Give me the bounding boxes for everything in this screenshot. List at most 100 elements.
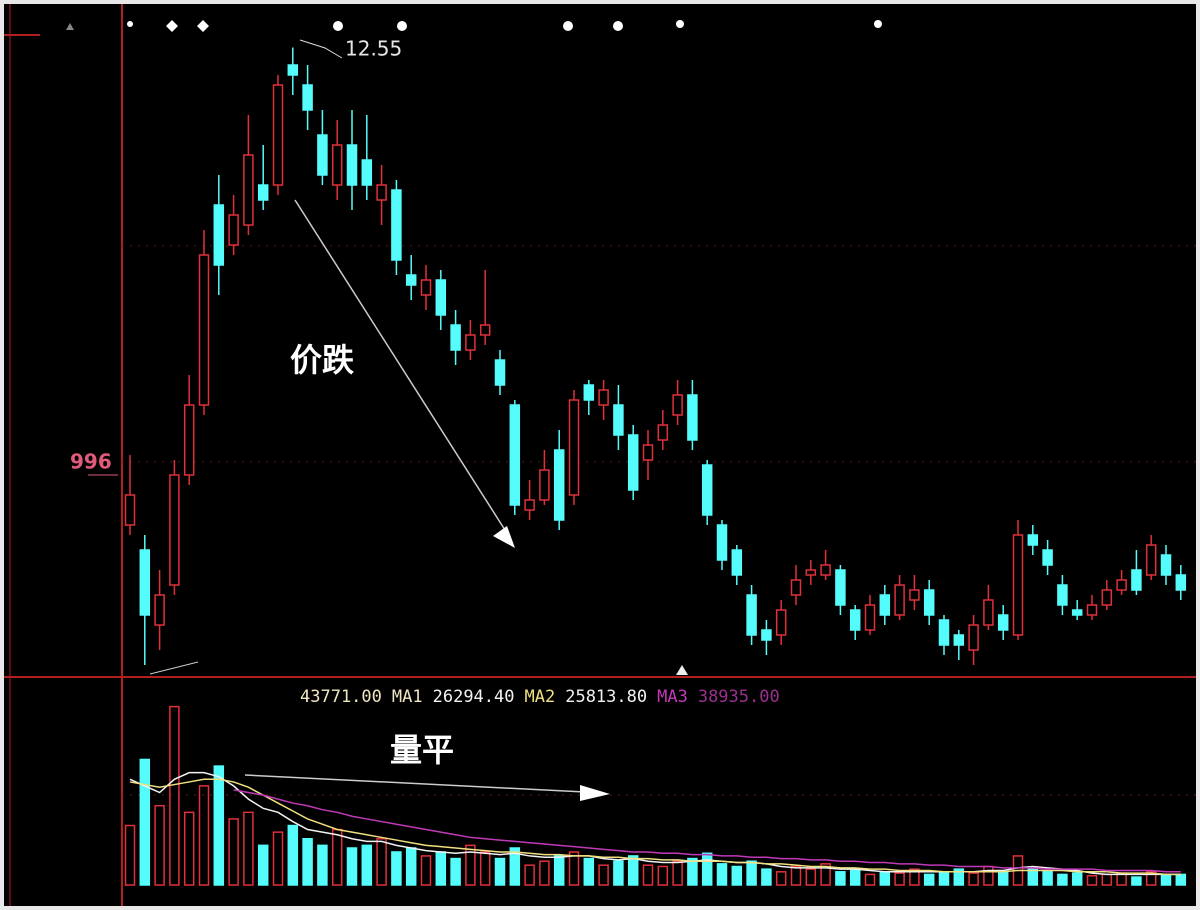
candle-body bbox=[257, 184, 269, 201]
volume-bar bbox=[953, 868, 965, 886]
price-label: 996 bbox=[70, 450, 112, 474]
volume-bar bbox=[746, 860, 757, 886]
candle-body bbox=[361, 159, 373, 186]
annotation: 价跌 bbox=[290, 341, 354, 379]
candle-body bbox=[879, 594, 891, 616]
candle-body bbox=[376, 184, 387, 201]
volume-bar bbox=[775, 871, 787, 886]
candle-body bbox=[228, 214, 239, 246]
candle-body bbox=[583, 384, 595, 401]
candle-body bbox=[731, 549, 743, 576]
candle-body bbox=[494, 359, 506, 386]
candle-body bbox=[198, 254, 210, 406]
volume-bar bbox=[213, 765, 225, 886]
volume-bar bbox=[479, 851, 491, 886]
candle-body bbox=[1086, 604, 1098, 616]
volume-bar bbox=[627, 855, 639, 886]
readout-item: MA3 bbox=[657, 687, 688, 707]
candle-body bbox=[687, 394, 698, 441]
candle-body bbox=[835, 569, 846, 606]
volume-bar bbox=[1071, 872, 1083, 886]
high-leader bbox=[299, 39, 343, 59]
event-markers bbox=[66, 20, 882, 32]
volume-bar bbox=[272, 831, 284, 886]
volume-bar bbox=[731, 865, 743, 886]
volume-bar bbox=[923, 873, 935, 886]
volume-bar bbox=[405, 847, 417, 886]
volume-bar bbox=[302, 838, 313, 886]
candle-body bbox=[317, 134, 328, 176]
candle-body bbox=[820, 564, 831, 576]
candle-body bbox=[1027, 534, 1039, 546]
volume-bar bbox=[879, 871, 891, 886]
candle-body bbox=[479, 324, 491, 336]
volume-bar bbox=[287, 824, 299, 886]
candle-body bbox=[672, 394, 683, 416]
candle-body bbox=[391, 189, 402, 261]
volume-bar bbox=[938, 871, 950, 886]
volume-bar bbox=[687, 857, 698, 886]
volume-bar bbox=[701, 852, 713, 886]
volume-bar bbox=[509, 847, 521, 886]
volume-bar bbox=[243, 811, 254, 886]
candle-body bbox=[435, 279, 447, 316]
candle-body bbox=[953, 634, 965, 646]
candle-body bbox=[983, 599, 994, 626]
marker bbox=[676, 665, 688, 675]
volume-bar bbox=[1160, 875, 1172, 886]
volume-ma-lines bbox=[129, 771, 1181, 876]
volume-bar bbox=[598, 864, 609, 886]
candle-body bbox=[894, 584, 905, 616]
readout-item: 26294.40 bbox=[433, 687, 515, 707]
candle-body bbox=[746, 594, 757, 636]
candle-body bbox=[346, 144, 358, 186]
volume-bar bbox=[391, 851, 402, 886]
volume-bar bbox=[139, 758, 151, 886]
volume-bar bbox=[997, 871, 1009, 886]
candle-body bbox=[524, 499, 535, 511]
volume-bar bbox=[450, 857, 461, 886]
high-label: 12.55 bbox=[345, 37, 402, 61]
candle-body bbox=[1057, 584, 1068, 606]
volume-bar bbox=[849, 868, 861, 886]
volume-bar bbox=[539, 860, 550, 886]
volume-bar bbox=[1057, 873, 1068, 886]
candle-body bbox=[509, 404, 521, 506]
candle-body bbox=[169, 474, 180, 586]
candle-body bbox=[805, 569, 817, 576]
candle-body bbox=[1131, 569, 1142, 591]
candle-body bbox=[716, 524, 728, 561]
candle-body bbox=[287, 64, 299, 76]
candle-body bbox=[968, 624, 979, 651]
candle-body bbox=[302, 84, 313, 111]
volume-bar bbox=[420, 855, 432, 886]
volume-bar bbox=[317, 844, 328, 886]
readout-item: MA2 bbox=[525, 687, 556, 707]
arrow bbox=[294, 199, 506, 531]
candle-body bbox=[420, 279, 432, 296]
volume-readout: 43771.00 MA1 26294.40 MA2 25813.80 MA3 38935.0… bbox=[300, 687, 780, 707]
volume-bar bbox=[864, 873, 876, 886]
volume-ma-line bbox=[129, 778, 1181, 876]
arrow-head bbox=[493, 526, 515, 548]
volume-bar bbox=[553, 855, 565, 886]
volume-bar bbox=[1086, 875, 1098, 886]
candle-body bbox=[613, 404, 624, 436]
volume-bar bbox=[568, 851, 580, 886]
volume-bar bbox=[376, 838, 387, 886]
volume-bar bbox=[228, 818, 239, 886]
volume-bar bbox=[257, 844, 269, 886]
volume-bar bbox=[435, 851, 447, 886]
volume-bar bbox=[183, 811, 195, 886]
candle-body bbox=[1101, 589, 1113, 606]
candle-body bbox=[154, 594, 165, 626]
volume-bar bbox=[1027, 868, 1039, 886]
candle-body bbox=[849, 609, 861, 631]
volume-bar bbox=[790, 865, 802, 886]
volume-bar bbox=[968, 872, 979, 886]
candle-body bbox=[553, 449, 565, 521]
candle-body bbox=[909, 589, 920, 601]
readout-item: MA1 bbox=[392, 687, 423, 707]
